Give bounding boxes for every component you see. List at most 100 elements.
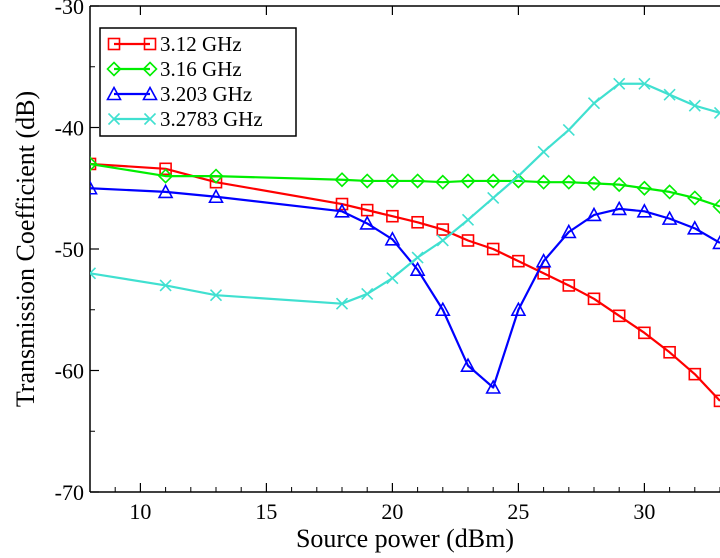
data-point: [486, 242, 500, 256]
data-point: [661, 184, 678, 200]
data-point: [411, 251, 424, 264]
x-tick-label: 15: [255, 499, 277, 524]
data-point: [208, 168, 224, 184]
data-point: [713, 394, 720, 408]
data-point: [537, 145, 550, 158]
data-point: [712, 234, 720, 250]
legend-item: 3.16 GHz: [106, 57, 242, 81]
data-point: [586, 175, 602, 192]
series-4: [90, 77, 720, 310]
data-point: [334, 172, 350, 188]
data-point: [411, 215, 424, 229]
x-tick-label: 10: [129, 499, 151, 524]
data-point: [587, 97, 601, 110]
y-axis: -70 -60 -50 -40 -30: [55, 0, 99, 505]
data-point: [612, 309, 626, 323]
y-tick-label: -70: [55, 480, 84, 505]
x-tick-label: 20: [381, 499, 403, 524]
data-point: [409, 173, 426, 189]
data-point: [587, 292, 601, 306]
legend-marker: [143, 37, 157, 51]
legend-marker: [142, 61, 158, 77]
data-point: [636, 180, 653, 196]
data-point: [663, 88, 676, 101]
data-point: [461, 213, 475, 226]
data-point: [487, 191, 500, 205]
data-point: [663, 345, 676, 359]
data-point: [562, 279, 576, 292]
data-point: [535, 252, 552, 268]
legend-marker: [106, 85, 122, 101]
data-point: [638, 326, 651, 340]
data-point: [461, 234, 475, 247]
data-point: [159, 162, 172, 176]
y-tick-label: -40: [55, 116, 84, 141]
data-point: [460, 173, 476, 189]
data-point: [335, 297, 349, 310]
data-point: [510, 301, 527, 317]
data-point: [535, 174, 552, 190]
data-point: [434, 301, 451, 317]
x-axis: 10 15 20 25 30: [89, 6, 720, 524]
data-point: [712, 198, 720, 215]
series-3: [90, 180, 720, 394]
legend-item: 3.2783 GHz: [107, 107, 263, 131]
legend-label: 3.203 GHz: [160, 82, 252, 106]
legend-marker: [143, 112, 157, 126]
series-1: [90, 157, 720, 408]
data-point: [512, 170, 525, 183]
y-tick-label: -30: [55, 0, 84, 19]
data-point: [562, 123, 575, 136]
y-axis-label: Transmission Coefficient (dB): [11, 91, 40, 407]
legend-label: 3.12 GHz: [160, 32, 242, 56]
data-point: [638, 77, 651, 90]
data-point: [409, 261, 426, 276]
data-point: [436, 223, 450, 236]
legend-marker: [142, 85, 158, 101]
data-point: [460, 357, 476, 372]
data-point: [561, 174, 577, 190]
series-line: [90, 187, 720, 389]
data-point: [688, 99, 701, 112]
y-tick-label: -60: [55, 359, 84, 384]
data-point: [386, 272, 399, 285]
legend-item: 3.12 GHz: [107, 32, 242, 56]
y-tick-label: -50: [55, 237, 84, 262]
x-axis-label: Source power (dBm): [296, 524, 514, 553]
data-point: [436, 234, 449, 247]
data-point: [359, 173, 375, 189]
data-point: [335, 197, 349, 211]
data-point: [208, 188, 224, 204]
data-point: [386, 209, 399, 223]
data-point: [334, 203, 350, 218]
data-point: [512, 254, 525, 268]
data-point: [384, 231, 401, 246]
data-point: [586, 206, 602, 222]
legend-marker: [106, 61, 122, 77]
data-point: [688, 367, 702, 381]
series-2: [90, 156, 720, 215]
x-tick-label: 30: [633, 499, 655, 524]
data-point: [611, 176, 627, 193]
series-line: [90, 162, 720, 208]
data-point: [686, 220, 703, 235]
data-point: [613, 77, 626, 90]
data-point: [485, 173, 501, 189]
data-point: [435, 174, 451, 190]
data-point: [636, 203, 653, 218]
data-point: [209, 289, 223, 302]
data-point: [157, 168, 174, 184]
data-point: [687, 190, 703, 206]
data-point: [485, 379, 502, 394]
series-line: [90, 162, 720, 402]
data-point: [611, 200, 628, 216]
legend-marker: [107, 37, 121, 51]
data-point: [661, 210, 678, 225]
data-point: [90, 156, 98, 172]
series-layer: [90, 77, 720, 408]
legend-label: 3.2783 GHz: [160, 107, 263, 131]
data-point: [159, 279, 172, 292]
data-point: [560, 223, 577, 239]
